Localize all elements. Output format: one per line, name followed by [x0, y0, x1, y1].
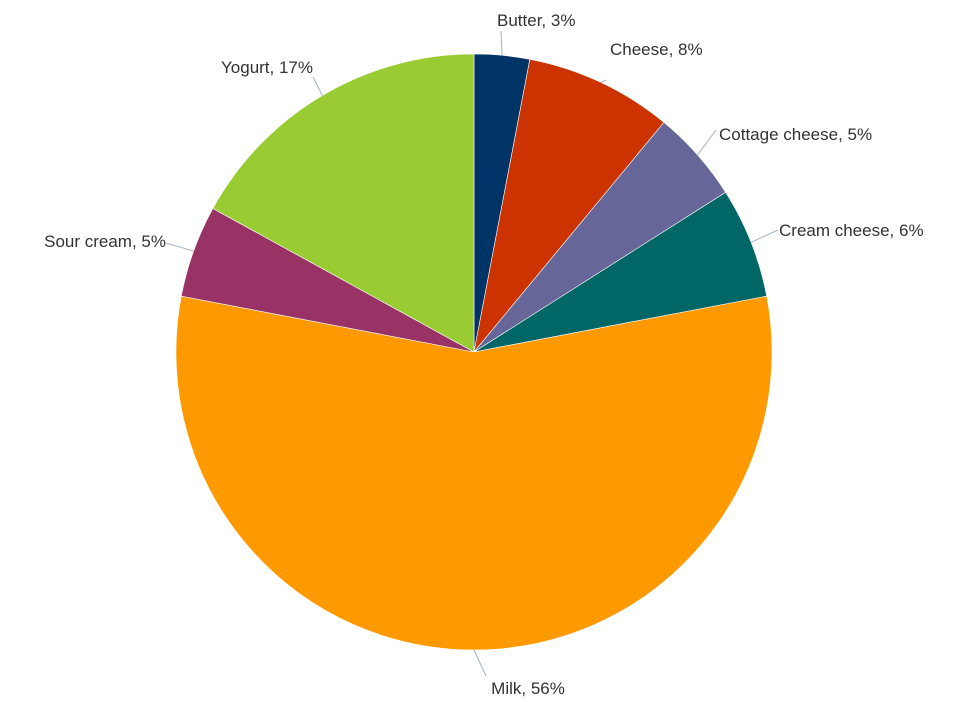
slice-label-milk: Milk, 56% — [491, 679, 565, 698]
leader-line-cheese — [600, 79, 607, 83]
leader-line-yogurt — [312, 76, 323, 96]
slice-label-butter: Butter, 3% — [497, 11, 575, 30]
slice-label-sour-cream: Sour cream, 5% — [44, 232, 166, 251]
pie-slice-cheese — [473, 58, 665, 353]
leader-lines-layer — [165, 30, 779, 677]
slice-label-cottage-cheese: Cottage cheese, 5% — [719, 125, 872, 144]
pie-slice-milk — [175, 295, 773, 651]
leader-line-sour-cream — [165, 242, 194, 252]
leader-line-milk — [473, 649, 487, 677]
pie-slice-yogurt — [212, 53, 475, 353]
leader-line-cottage-cheese — [697, 129, 717, 156]
leader-line-cream-cheese — [750, 229, 779, 243]
slice-label-cheese: Cheese, 8% — [610, 40, 703, 59]
slices-layer — [175, 53, 773, 651]
slice-label-yogurt: Yogurt, 17% — [221, 58, 313, 77]
slice-labels-layer: Butter, 3% Cheese, 8% Cottage cheese, 5% Cr… — [44, 11, 923, 698]
slice-label-cream-cheese: Cream cheese, 6% — [779, 221, 924, 240]
leader-line-butter — [500, 30, 503, 56]
